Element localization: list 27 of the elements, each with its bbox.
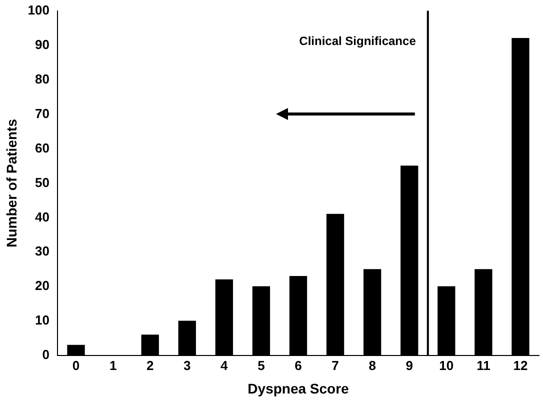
- y-tick-label: 100: [28, 2, 50, 18]
- x-tick-label: 5: [258, 358, 265, 373]
- x-tick-label: 2: [146, 358, 154, 373]
- y-tick-label: 20: [35, 278, 50, 294]
- x-axis-title: Dyspnea Score: [248, 380, 350, 396]
- x-tick-label: 4: [220, 358, 229, 373]
- x-tick-label: 12: [513, 358, 528, 373]
- y-tick-label: 60: [35, 140, 50, 156]
- x-tick-label: 10: [439, 358, 454, 373]
- x-tick-label: 11: [476, 358, 490, 373]
- x-tick-label: 0: [72, 358, 80, 373]
- x-tick-label: 8: [368, 358, 376, 373]
- x-tick-label: 7: [332, 358, 339, 373]
- y-tick-label: 10: [35, 312, 50, 328]
- x-tick-label: 3: [184, 358, 191, 373]
- y-tick-label: 80: [35, 71, 50, 86]
- y-tick-label: 70: [35, 106, 50, 121]
- y-axis-title: Number of Patients: [3, 118, 20, 248]
- y-tick-label: 40: [35, 209, 50, 224]
- y-tick-label: 30: [35, 244, 50, 259]
- y-tick-label: 90: [35, 36, 50, 52]
- x-tick-label: 6: [294, 358, 302, 373]
- annotation: Clinical Significance: [299, 34, 416, 48]
- y-tick-label: 50: [35, 174, 50, 190]
- y-tick-label: 0: [42, 347, 50, 362]
- x-tick-label: 9: [406, 358, 413, 373]
- x-tick-label: 1: [109, 358, 117, 373]
